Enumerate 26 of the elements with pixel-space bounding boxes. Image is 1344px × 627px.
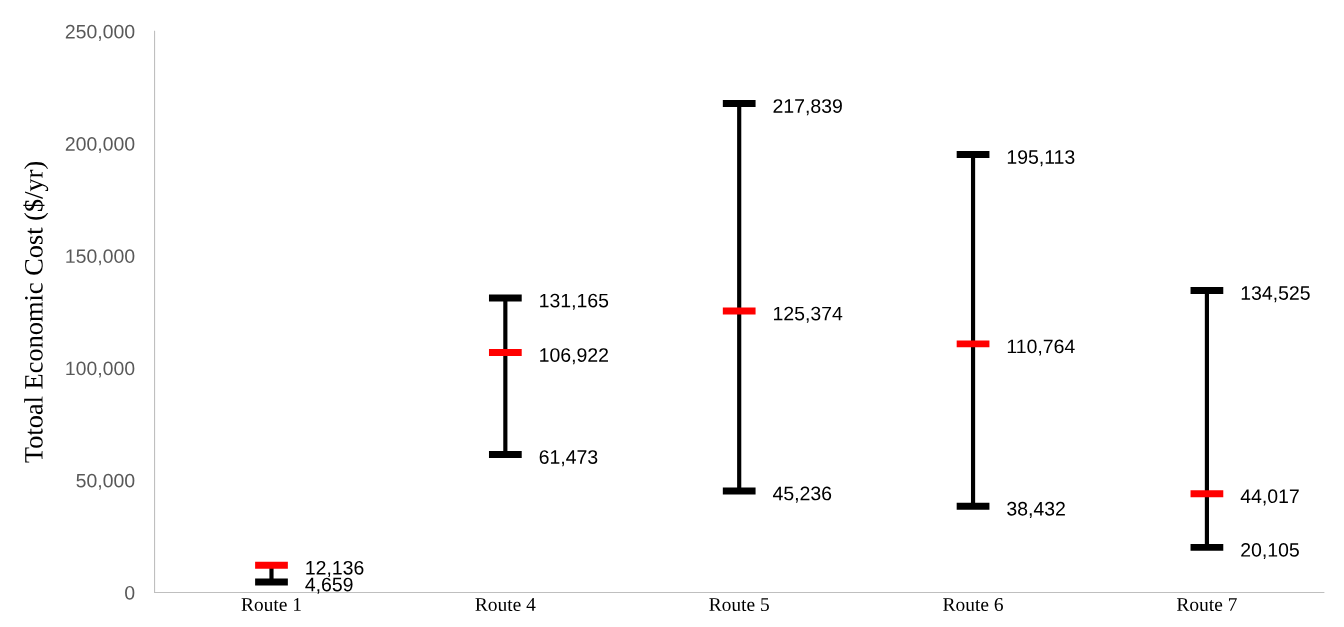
annotation: 106,922 <box>540 348 608 365</box>
y-tick-label: 150,000 <box>66 249 135 266</box>
annotation: 44,017 <box>1240 489 1299 506</box>
y-tick-label: 50,000 <box>76 473 135 490</box>
x-tick-label: Route 4 <box>475 598 536 612</box>
annotation: 125,374 <box>774 306 843 323</box>
y-tick-label: 250,000 <box>65 24 135 41</box>
annotation: 38,432 <box>1007 501 1065 518</box>
x-tick-label: Route 7 <box>1176 598 1237 612</box>
annotation: 195,113 <box>1007 150 1075 167</box>
annotation: 217,839 <box>773 99 842 116</box>
y-tick-label: 0 <box>125 585 135 600</box>
annotation: 45,236 <box>772 486 832 503</box>
x-tick-label: Route 1 <box>241 598 301 612</box>
x-tick-label: Route 5 <box>709 598 769 612</box>
annotation: 61,473 <box>539 450 598 467</box>
annotation: 12,136 <box>306 560 364 577</box>
annotation: 20,105 <box>1241 543 1299 560</box>
annotation: 131,165 <box>540 293 609 310</box>
y-axis-title: Totoal Economic Cost ($/yr) <box>23 161 49 463</box>
annotation: 4,659 <box>305 577 353 594</box>
x-tick-label: Route 6 <box>943 597 1003 612</box>
y-tick-label: 100,000 <box>66 361 135 378</box>
annotation: 134,525 <box>1241 286 1310 303</box>
annotation: 110,764 <box>1007 339 1075 356</box>
y-tick-label: 200,000 <box>65 137 135 154</box>
